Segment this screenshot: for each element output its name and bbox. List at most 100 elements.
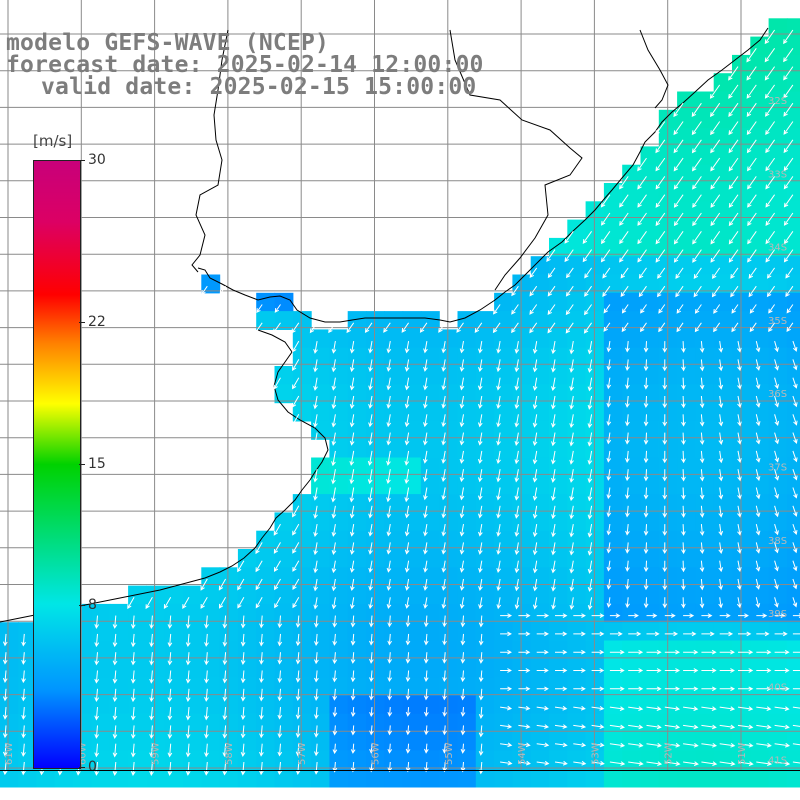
wind-cell bbox=[658, 750, 678, 770]
wind-arrow bbox=[719, 631, 734, 637]
wind-cell bbox=[768, 640, 788, 660]
wind-cell bbox=[420, 567, 440, 587]
wind-cell bbox=[677, 622, 696, 642]
wind-arrow bbox=[785, 285, 794, 298]
wind-arrow bbox=[664, 761, 681, 766]
wind-arrow bbox=[477, 487, 483, 501]
wind-cell bbox=[347, 585, 367, 605]
longitude-label: 54W bbox=[517, 742, 528, 765]
wind-arrow bbox=[369, 633, 374, 646]
wind-arrow bbox=[514, 395, 520, 410]
wind-arrow bbox=[460, 615, 466, 628]
wind-arrow bbox=[94, 725, 100, 739]
wind-arrow bbox=[756, 631, 770, 637]
wind-cell bbox=[494, 658, 513, 678]
wind-arrow bbox=[259, 633, 264, 647]
wind-arrow bbox=[532, 432, 538, 447]
wind-cell bbox=[366, 750, 385, 770]
wind-arrow bbox=[710, 139, 721, 154]
wind-cell bbox=[494, 732, 513, 751]
wind-cell bbox=[384, 329, 404, 349]
wind-cell bbox=[567, 329, 587, 349]
wind-arrow bbox=[496, 341, 501, 354]
wind-cell bbox=[713, 402, 733, 422]
wind-arrow bbox=[625, 377, 630, 390]
wind-arrow bbox=[405, 761, 411, 773]
wind-arrow bbox=[643, 414, 649, 427]
wind-arrow bbox=[163, 597, 172, 609]
wind-cell bbox=[201, 640, 221, 660]
wind-arrow bbox=[646, 686, 662, 692]
wind-arrow bbox=[746, 121, 757, 136]
wind-cell bbox=[622, 457, 642, 477]
wind-cell bbox=[640, 420, 660, 440]
wind-arrow bbox=[718, 432, 724, 445]
wind-arrow bbox=[332, 633, 338, 646]
wind-cell bbox=[713, 512, 733, 532]
wind-arrow bbox=[405, 633, 411, 646]
wind-cell bbox=[530, 768, 550, 788]
wind-arrow bbox=[637, 212, 647, 226]
wind-arrow bbox=[346, 322, 355, 334]
wind-arrow bbox=[699, 450, 705, 464]
wind-arrow bbox=[551, 359, 556, 373]
wind-arrow bbox=[584, 285, 593, 297]
wind-arrow bbox=[386, 597, 392, 610]
wind-arrow bbox=[277, 633, 283, 647]
wind-arrow bbox=[591, 631, 605, 637]
wind-arrow bbox=[149, 633, 154, 648]
wind-arrow bbox=[94, 707, 100, 721]
wind-arrow bbox=[277, 743, 283, 757]
wind-cell bbox=[640, 713, 660, 733]
wind-cell bbox=[603, 768, 623, 788]
wind-cell bbox=[109, 732, 129, 751]
wind-arrow bbox=[637, 157, 647, 172]
wind-arrow bbox=[496, 414, 501, 428]
wind-cell bbox=[201, 603, 221, 623]
wind-cell bbox=[603, 567, 623, 587]
wind-arrow bbox=[591, 760, 605, 766]
wind-arrow bbox=[764, 29, 776, 45]
wind-arrow bbox=[675, 267, 684, 279]
wind-arrow bbox=[477, 432, 483, 446]
wind-arrow bbox=[673, 102, 684, 118]
wind-arrow bbox=[309, 322, 318, 334]
wind-cell bbox=[585, 750, 605, 770]
wind-arrow bbox=[404, 469, 410, 485]
wind-arrow bbox=[441, 450, 446, 464]
wind-arrow bbox=[555, 613, 568, 618]
wind-arrow bbox=[331, 450, 336, 467]
wind-cell bbox=[439, 768, 459, 788]
wind-cell bbox=[457, 732, 477, 751]
wind-cell bbox=[677, 677, 696, 696]
wind-cell bbox=[311, 640, 330, 660]
wind-arrow bbox=[683, 613, 695, 618]
wind-cell bbox=[695, 549, 715, 568]
wind-arrow bbox=[738, 668, 754, 673]
wind-arrow bbox=[130, 761, 136, 776]
wind-arrow bbox=[349, 487, 355, 503]
wind-arrow bbox=[21, 725, 26, 739]
wind-arrow bbox=[218, 578, 227, 591]
wind-cell bbox=[292, 677, 312, 696]
wind-arrow bbox=[792, 505, 798, 517]
wind-cell bbox=[256, 695, 276, 715]
wind-cell bbox=[366, 640, 385, 660]
wind-arrow bbox=[774, 450, 780, 463]
wind-cell bbox=[439, 366, 459, 385]
wind-cell bbox=[347, 494, 367, 513]
wind-cell bbox=[732, 768, 751, 788]
wind-cell bbox=[366, 603, 385, 623]
wind-arrow bbox=[609, 724, 625, 730]
colorbar-tick-mark bbox=[79, 160, 85, 161]
wind-cell bbox=[640, 475, 660, 495]
wind-cell bbox=[292, 603, 312, 623]
wind-arrow bbox=[640, 304, 647, 314]
wind-arrow bbox=[423, 432, 428, 446]
wind-cell bbox=[219, 567, 239, 587]
wind-arrow bbox=[404, 597, 410, 609]
wind-cell bbox=[658, 347, 678, 367]
wind-cell bbox=[713, 439, 733, 459]
wind-arrow bbox=[738, 613, 749, 618]
wind-arrow bbox=[755, 359, 761, 371]
